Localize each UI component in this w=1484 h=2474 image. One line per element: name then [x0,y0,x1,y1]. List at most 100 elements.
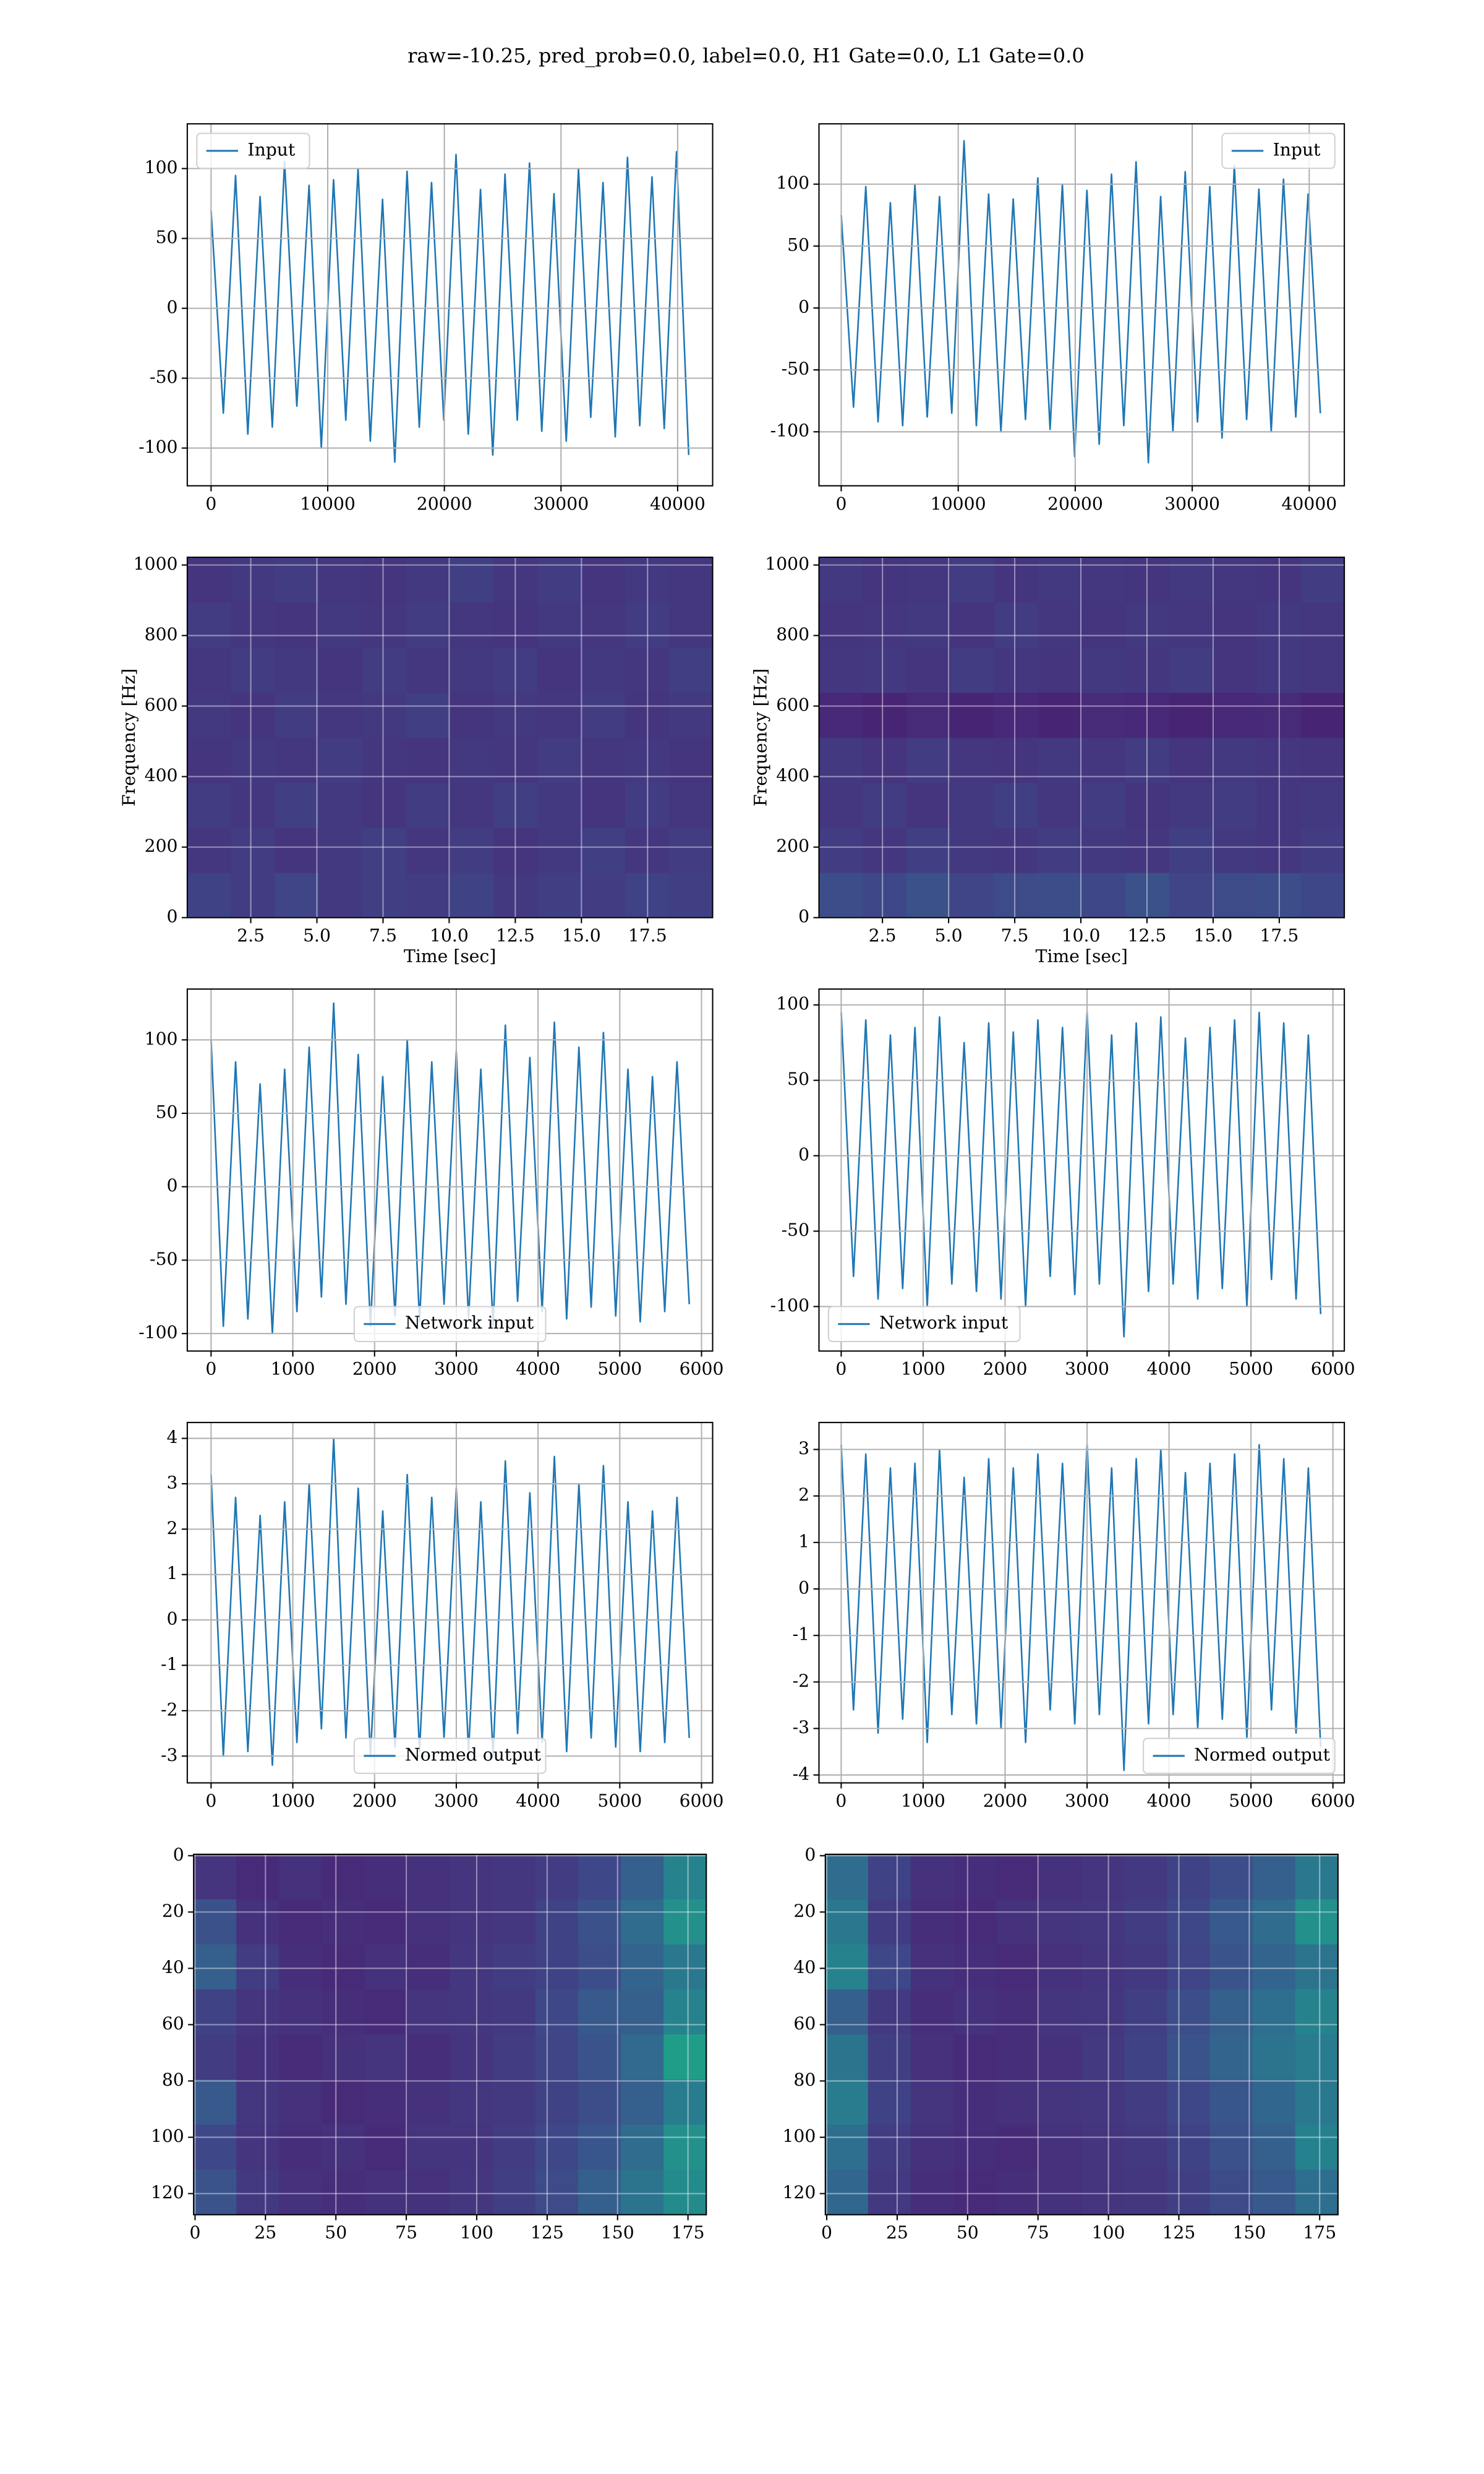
heatmap-cell [492,2034,536,2081]
heatmap-cell [910,1989,954,2035]
heatmap-cell [231,737,276,783]
y-tick-label: -1 [161,1654,178,1674]
heatmap-cell [663,1854,707,1900]
y-tick-label: 40 [162,1957,184,1977]
heatmap-cell [1252,1944,1296,1990]
heatmap-cell [1039,2125,1083,2170]
legend-box [353,1306,547,1343]
heatmap-cell [625,782,670,828]
heatmap-cell [1300,602,1345,648]
heatmap-cell [1295,2169,1338,2215]
heatmap-cell [279,2079,323,2125]
x-tick-label: 20000 [1047,494,1103,514]
heatmap-cell [537,647,582,693]
heatmap-cell [863,782,907,828]
x-tick-label: 5.0 [935,925,963,946]
heatmap-cell [996,2034,1039,2081]
subplot: 0 1000 2000 3000 4000 5000 6000 -4 -3 -2 -1 0 1 2 3 Nor… [793,1421,1355,1811]
x-tick-label: 12.5 [496,925,535,946]
x-tick-label: 0 [205,1791,216,1811]
axes-frame [186,1421,714,1784]
y-tick-label: 60 [793,2013,816,2034]
heatmap-cell [1081,1989,1125,2035]
heatmap-cell [318,692,363,738]
x-tick-label: 5000 [1229,1791,1273,1811]
data-line [840,1011,1322,1338]
heatmap-cell [994,737,1039,783]
y-tick-label: -50 [782,359,809,379]
x-tick-label: 0 [205,494,216,514]
heatmap-cell [362,782,407,828]
heatmap-cell [1252,1989,1296,2035]
x-tick-label: 0 [205,1359,216,1379]
heatmap-cell [1295,1944,1338,1990]
heatmap-cell [1125,557,1170,603]
heatmap-cell [668,557,713,603]
heatmap-cell [825,1899,869,1945]
y-tick-label: 0 [798,296,809,317]
heatmap-cell [407,2034,451,2081]
y-tick-label: 3 [167,1472,178,1492]
heatmap-cell [537,602,582,648]
heatmap-cell [1081,2125,1125,2170]
heatmap-cell [1209,2169,1253,2215]
heatmap-cell [279,2169,323,2215]
heatmap-cell [1039,1944,1083,1990]
x-tick-label: 0 [835,1791,846,1811]
heatmap-cell [996,1899,1039,1945]
heatmap-cell [1295,2125,1338,2170]
heatmap-cell [581,827,626,873]
y-tick-label: 20 [162,1901,184,1921]
heatmap-cell [578,2034,621,2081]
heatmap-cell [1295,1854,1338,1900]
plot-area [210,1002,690,1335]
y-tick-label: 0 [798,1578,809,1598]
heatmap-cell [1038,647,1083,693]
y-tick-label: 0 [167,297,178,317]
heatmap-cell [1038,782,1083,828]
heatmap-cell [275,782,320,828]
heatmap-cell [668,782,713,828]
heatmap-cell [906,692,951,738]
heatmap-cell [535,1989,579,2035]
heatmap-cell [953,1899,997,1945]
heatmap-cell [407,2079,451,2125]
heatmap-cell [1081,2169,1125,2215]
heatmap-cell [906,872,951,918]
x-axis-label: Time [sec] [404,946,496,966]
heatmap-cell [1081,692,1126,738]
x-tick-label: 6000 [680,1359,724,1379]
heatmap-cell [1252,1854,1296,1900]
heatmap-cell [1209,1944,1253,1990]
x-tick-label: 3000 [434,1791,479,1811]
heatmap-cell [364,1944,408,1990]
heatmap-cell [621,2034,664,2081]
heatmap-cell [537,827,582,873]
x-tick-label: 0 [189,2222,200,2243]
heatmap-cell [194,1854,237,1900]
heatmap-cell [994,557,1039,603]
heatmap-cell [863,872,907,918]
x-tick-label: 10.0 [1062,925,1101,946]
y-tick-label: -50 [150,367,177,387]
heatmap-cell [1256,827,1302,873]
x-tick-label: 5000 [597,1791,642,1811]
heatmap-cell [275,827,320,873]
heatmap-cell [492,1899,536,1945]
axes-frame [193,1854,707,2215]
y-tick-label: 3 [798,1438,809,1458]
heatmap-cell [362,602,407,648]
x-tick-label: 6000 [1311,1359,1355,1379]
x-tick-label: 10000 [300,494,356,514]
plot-area [825,1854,1338,2215]
legend-box [1143,1737,1336,1774]
heatmap-cell [668,827,713,873]
heatmap-cell [1209,1989,1253,2035]
heatmap-cell [1039,2079,1083,2125]
heatmap-cell [581,692,626,738]
heatmap-cell [407,1899,451,1945]
heatmap-cell [668,872,713,918]
heatmap-cell [1039,1899,1083,1945]
heatmap-cell [1125,692,1170,738]
heatmap-cell [1256,602,1302,648]
